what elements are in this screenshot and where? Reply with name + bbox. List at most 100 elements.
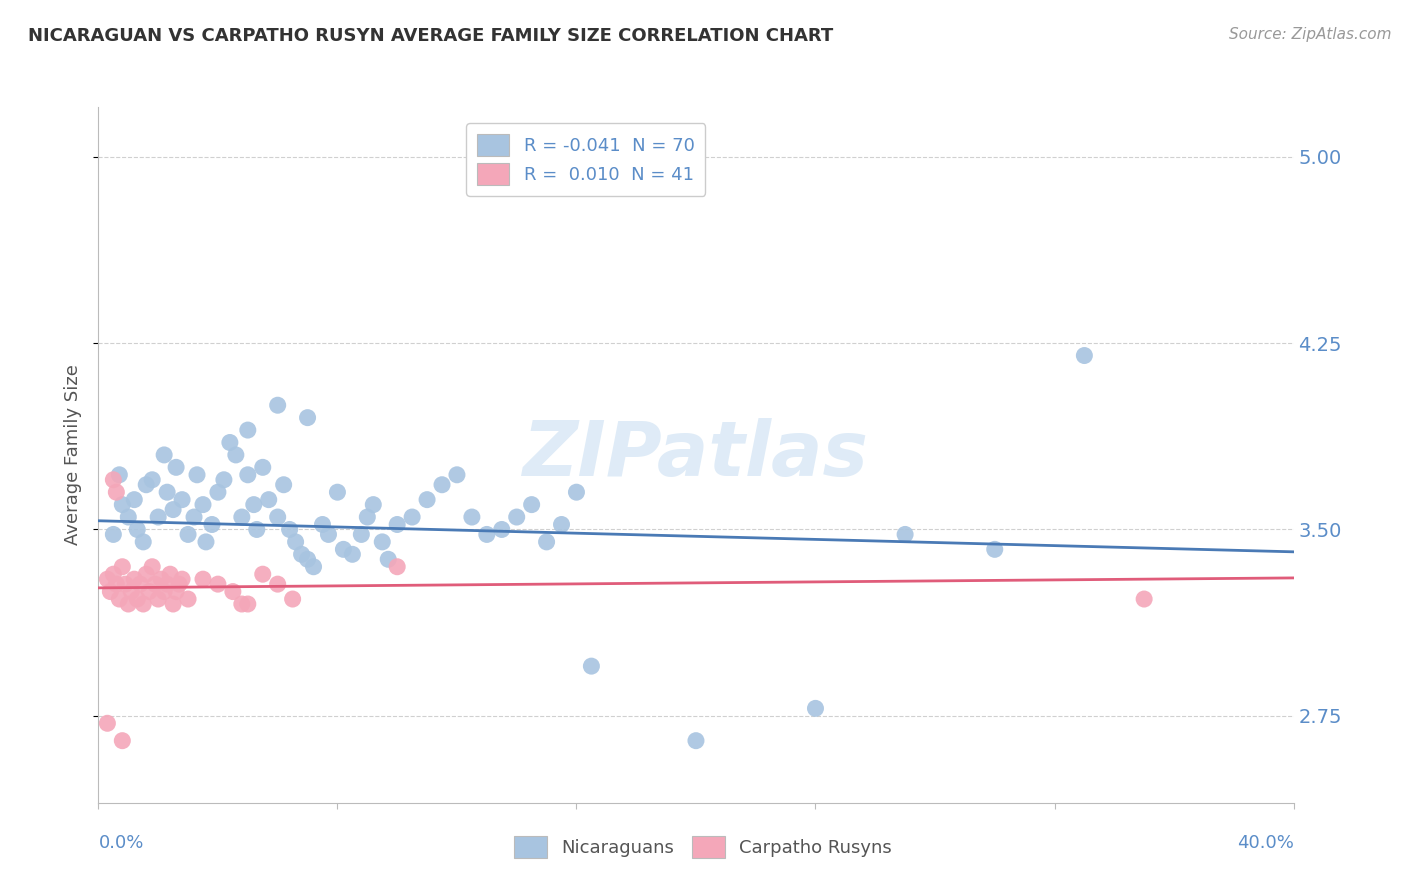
Point (267, 577, 290, 591)
Point (124, 492, 146, 507)
Point (894, 527, 917, 541)
Point (135, 567, 157, 582)
Text: 0.0%: 0.0% (98, 834, 143, 852)
Point (257, 492, 280, 507)
Point (195, 535, 218, 549)
Point (273, 477, 295, 491)
Point (284, 535, 307, 549)
Point (129, 577, 152, 591)
Point (159, 567, 181, 582)
Point (138, 584, 160, 599)
Point (150, 572, 173, 586)
Legend: Nicaraguans, Carpatho Rusyns: Nicaraguans, Carpatho Rusyns (508, 829, 898, 865)
Point (124, 572, 146, 586)
Point (96, 572, 118, 586)
Point (162, 502, 184, 516)
Point (201, 517, 224, 532)
Point (207, 485, 229, 500)
Point (156, 577, 179, 591)
Point (318, 527, 340, 541)
Point (236, 597, 259, 611)
Point (162, 597, 184, 611)
Point (804, 701, 827, 715)
Point (143, 577, 166, 591)
Point (148, 592, 170, 607)
Point (520, 498, 543, 512)
Legend: R = -0.041  N = 70, R =  0.010  N = 41: R = -0.041 N = 70, R = 0.010 N = 41 (465, 123, 706, 196)
Text: NICARAGUAN VS CARPATHO RUSYN AVERAGE FAMILY SIZE CORRELATION CHART: NICARAGUAN VS CARPATHO RUSYN AVERAGE FAM… (28, 27, 834, 45)
Point (342, 547, 364, 561)
Point (1133, 592, 1156, 607)
Text: ZIPatlas: ZIPatlas (523, 418, 869, 491)
Point (103, 473, 125, 487)
Point (984, 542, 1007, 557)
Point (385, 517, 409, 532)
Y-axis label: Average Family Size: Average Family Size (65, 365, 83, 545)
Point (156, 485, 179, 500)
Point (243, 498, 266, 512)
Point (291, 547, 314, 561)
Point (401, 510, 423, 524)
Point (191, 572, 214, 586)
Point (114, 577, 136, 591)
Point (252, 460, 274, 475)
Point (153, 448, 176, 462)
Point (219, 435, 242, 450)
Point (96, 716, 118, 731)
Point (111, 498, 134, 512)
Point (108, 467, 131, 482)
Point (222, 584, 245, 599)
Point (172, 492, 194, 507)
Point (363, 498, 385, 512)
Point (581, 659, 603, 673)
Point (302, 559, 325, 574)
Point (430, 477, 453, 491)
Point (212, 473, 235, 487)
Point (167, 577, 190, 591)
Point (165, 584, 187, 599)
Point (191, 498, 214, 512)
Point (267, 510, 290, 524)
Point (297, 552, 319, 566)
Point (446, 467, 468, 482)
Point (231, 510, 253, 524)
Point (461, 510, 484, 524)
Point (183, 510, 205, 524)
Point (225, 448, 247, 462)
Point (186, 467, 208, 482)
Point (356, 510, 378, 524)
Point (127, 592, 149, 607)
Point (252, 567, 274, 582)
Point (475, 527, 498, 541)
Point (117, 597, 139, 611)
Point (108, 592, 131, 607)
Point (132, 597, 155, 611)
Point (416, 492, 439, 507)
Point (132, 535, 155, 549)
Point (231, 597, 253, 611)
Point (685, 733, 707, 747)
Point (377, 552, 399, 566)
Text: 40.0%: 40.0% (1237, 834, 1294, 852)
Point (326, 485, 349, 500)
Point (111, 733, 134, 747)
Point (371, 535, 394, 549)
Point (565, 485, 588, 500)
Point (103, 527, 125, 541)
Point (177, 592, 200, 607)
Point (100, 584, 122, 599)
Point (297, 410, 319, 425)
Point (177, 527, 200, 541)
Point (311, 517, 333, 532)
Point (491, 523, 513, 537)
Point (506, 510, 529, 524)
Point (550, 517, 572, 532)
Point (350, 527, 373, 541)
Point (278, 523, 301, 537)
Point (153, 584, 176, 599)
Point (141, 473, 163, 487)
Point (536, 535, 558, 549)
Point (120, 584, 142, 599)
Point (207, 577, 229, 591)
Point (141, 559, 163, 574)
